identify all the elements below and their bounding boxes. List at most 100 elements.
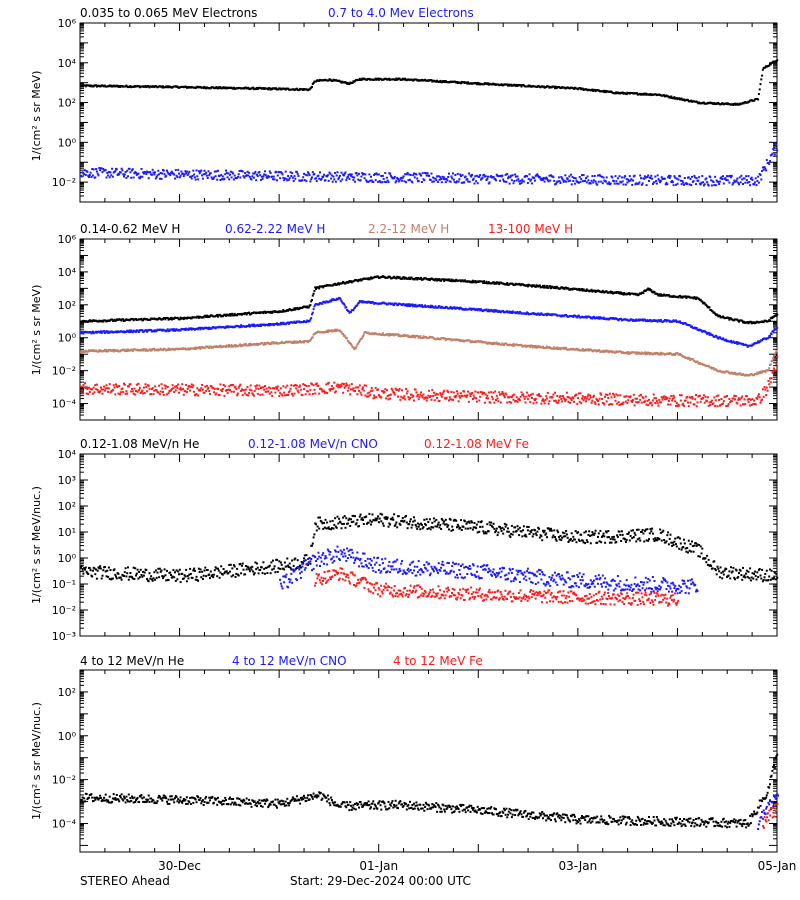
data-point bbox=[122, 173, 125, 176]
data-point bbox=[507, 175, 510, 178]
data-point bbox=[520, 182, 523, 185]
data-point bbox=[578, 176, 581, 178]
data-point bbox=[409, 178, 411, 181]
data-point bbox=[640, 177, 642, 180]
data-point bbox=[138, 330, 141, 333]
data-point bbox=[659, 293, 662, 296]
data-point bbox=[656, 351, 659, 354]
data-point bbox=[469, 174, 472, 177]
data-point bbox=[569, 179, 572, 182]
data-point bbox=[713, 311, 716, 314]
data-point bbox=[317, 286, 320, 289]
data-point bbox=[292, 308, 295, 311]
data-point bbox=[295, 87, 298, 90]
data-point bbox=[546, 177, 548, 180]
data-point bbox=[397, 304, 399, 307]
data-point bbox=[359, 179, 362, 182]
data-point bbox=[689, 178, 692, 180]
data-point bbox=[753, 181, 756, 184]
data-point bbox=[436, 279, 439, 282]
data-point bbox=[337, 178, 340, 181]
data-point bbox=[168, 173, 171, 175]
data-point bbox=[484, 282, 487, 284]
data-point bbox=[131, 390, 134, 393]
data-point bbox=[389, 172, 392, 175]
data-point bbox=[642, 292, 645, 295]
data-point bbox=[307, 172, 310, 175]
data-point bbox=[91, 330, 94, 333]
data-point bbox=[223, 177, 226, 180]
data-point bbox=[184, 329, 187, 331]
data-point bbox=[488, 181, 491, 184]
data-point bbox=[307, 171, 309, 174]
data-point bbox=[679, 320, 681, 323]
data-point bbox=[338, 283, 341, 286]
data-point bbox=[207, 328, 210, 331]
data-point bbox=[444, 307, 446, 309]
data-point bbox=[205, 316, 208, 318]
data-point bbox=[593, 289, 596, 292]
data-point bbox=[243, 176, 246, 179]
data-point bbox=[201, 174, 204, 177]
data-point bbox=[761, 339, 764, 342]
data-point bbox=[609, 182, 612, 185]
data-point bbox=[156, 174, 159, 177]
data-point bbox=[288, 177, 291, 180]
data-point bbox=[213, 170, 216, 173]
data-point bbox=[565, 346, 568, 349]
data-point bbox=[355, 171, 358, 174]
data-point bbox=[628, 175, 631, 178]
data-point bbox=[706, 305, 709, 308]
data-point bbox=[487, 282, 489, 285]
data-point bbox=[769, 319, 771, 322]
data-point bbox=[389, 334, 392, 337]
data-point bbox=[639, 174, 642, 177]
data-point bbox=[103, 348, 106, 351]
data-point bbox=[669, 96, 672, 99]
data-point bbox=[559, 182, 562, 184]
data-point bbox=[749, 184, 752, 187]
data-point bbox=[647, 287, 650, 290]
data-point bbox=[582, 288, 585, 291]
data-point bbox=[84, 173, 87, 176]
legend-electrons-low: 0.035 to 0.065 MeV Electrons bbox=[80, 6, 257, 20]
data-point bbox=[416, 177, 419, 180]
data-point bbox=[319, 171, 321, 174]
data-point bbox=[680, 183, 683, 186]
data-point bbox=[709, 176, 712, 179]
data-point bbox=[617, 319, 620, 322]
data-point bbox=[487, 308, 490, 311]
data-point bbox=[666, 183, 669, 186]
data-point bbox=[171, 328, 174, 331]
data-point bbox=[140, 317, 143, 320]
data-point bbox=[648, 287, 651, 290]
data-point bbox=[413, 336, 416, 339]
data-point bbox=[208, 347, 211, 350]
data-point bbox=[335, 174, 338, 177]
data-point bbox=[590, 349, 593, 351]
data-point bbox=[351, 82, 354, 84]
data-point bbox=[667, 174, 670, 177]
data-point bbox=[142, 171, 145, 174]
data-point bbox=[115, 319, 117, 322]
data-point bbox=[346, 337, 349, 340]
data-point bbox=[461, 174, 464, 177]
data-point bbox=[135, 171, 137, 174]
data-point bbox=[450, 175, 453, 178]
data-point bbox=[178, 176, 181, 179]
data-point bbox=[510, 312, 513, 314]
data-point bbox=[393, 175, 396, 178]
data-point bbox=[676, 182, 679, 185]
data-point bbox=[80, 351, 82, 354]
data-point bbox=[771, 359, 774, 362]
data-point bbox=[145, 173, 148, 175]
data-point bbox=[529, 346, 532, 349]
data-point bbox=[551, 285, 554, 288]
data-point bbox=[260, 325, 262, 327]
data-point bbox=[524, 344, 527, 347]
data-point bbox=[357, 178, 360, 181]
data-point bbox=[417, 180, 420, 183]
data-point bbox=[608, 181, 611, 184]
data-point bbox=[150, 329, 153, 331]
data-point bbox=[490, 175, 493, 178]
